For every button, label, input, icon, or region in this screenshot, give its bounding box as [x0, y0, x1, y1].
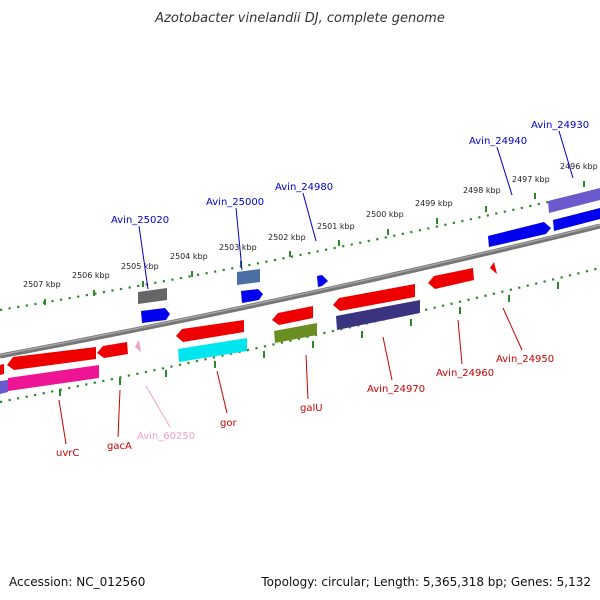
gene-arrow[interactable]	[138, 288, 167, 304]
kbp-scale: 2507 kbp 2506 kbp 2505 kbp 2504 kbp 2503…	[23, 162, 598, 305]
gene-label[interactable]: Avin_24960	[436, 368, 494, 379]
gene-arrow[interactable]	[135, 340, 141, 352]
gene-arrow[interactable]	[317, 275, 328, 287]
gene-arrow[interactable]	[488, 222, 551, 247]
gene-label[interactable]: gor	[220, 418, 237, 429]
gene-label[interactable]: Avin_24950	[496, 354, 554, 365]
gene-label[interactable]: Avin_24980	[275, 182, 333, 193]
gene-arrow[interactable]	[333, 284, 415, 311]
gene-label[interactable]: Avin_24940	[469, 136, 527, 147]
gene-label[interactable]: Avin_24930	[531, 120, 589, 131]
gene-arrow[interactable]	[8, 365, 99, 391]
forward-features	[138, 188, 600, 323]
tick-label: 2502 kbp	[268, 233, 306, 242]
accession-text: Accession: NC_012560	[9, 575, 145, 589]
tick-label: 2500 kbp	[366, 210, 404, 219]
gene-arrow[interactable]	[274, 323, 317, 343]
gene-arrow[interactable]	[490, 262, 497, 274]
tick-label: 2506 kbp	[72, 271, 110, 280]
gene-arrow[interactable]	[141, 308, 170, 323]
label-leaders	[58, 130, 574, 445]
map-title: Azotobacter vinelandii DJ, complete geno…	[154, 11, 445, 26]
gene-label[interactable]: Avin_25000	[206, 197, 264, 208]
genome-summary-text: Topology: circular; Length: 5,365,318 bp…	[260, 575, 591, 589]
gene-label[interactable]: Avin_24970	[367, 384, 425, 395]
tick-label: 2496 kbp	[560, 162, 598, 171]
reverse-scale-ticks	[59, 282, 559, 396]
gene-arrow[interactable]	[7, 347, 96, 370]
gene-arrow[interactable]	[272, 306, 313, 325]
gene-arrow[interactable]	[97, 342, 128, 358]
gene-arrow[interactable]	[176, 320, 244, 342]
gene-arrow[interactable]	[548, 188, 600, 213]
gene-label[interactable]: Avin_25020	[111, 215, 169, 226]
tick-label: 2497 kbp	[512, 175, 550, 184]
gene-label[interactable]: uvrC	[56, 448, 79, 459]
gene-label[interactable]: Avin_60250	[137, 431, 195, 442]
gene-label[interactable]: galU	[300, 403, 323, 414]
gene-label[interactable]: gacA	[107, 441, 132, 452]
tick-label: 2503 kbp	[219, 243, 257, 252]
tick-label: 2499 kbp	[415, 199, 453, 208]
tick-label: 2505 kbp	[121, 262, 159, 271]
forward-ruler	[0, 188, 600, 312]
gene-arrow[interactable]	[336, 300, 420, 330]
gene-arrow[interactable]	[178, 338, 247, 362]
gene-arrow[interactable]	[241, 289, 263, 303]
tick-label: 2501 kbp	[317, 222, 355, 231]
tick-label: 2498 kbp	[463, 186, 501, 195]
gene-arrow[interactable]	[0, 364, 4, 375]
tick-label: 2507 kbp	[23, 280, 61, 289]
reverse-features	[0, 262, 497, 394]
reverse-ruler	[0, 266, 600, 404]
gene-arrow[interactable]	[428, 268, 474, 289]
gene-arrow[interactable]	[553, 208, 600, 231]
gene-arrow[interactable]	[237, 269, 260, 285]
gene-arrow[interactable]	[0, 380, 8, 394]
genome-backbone	[0, 223, 600, 359]
tick-label: 2504 kbp	[170, 252, 208, 261]
